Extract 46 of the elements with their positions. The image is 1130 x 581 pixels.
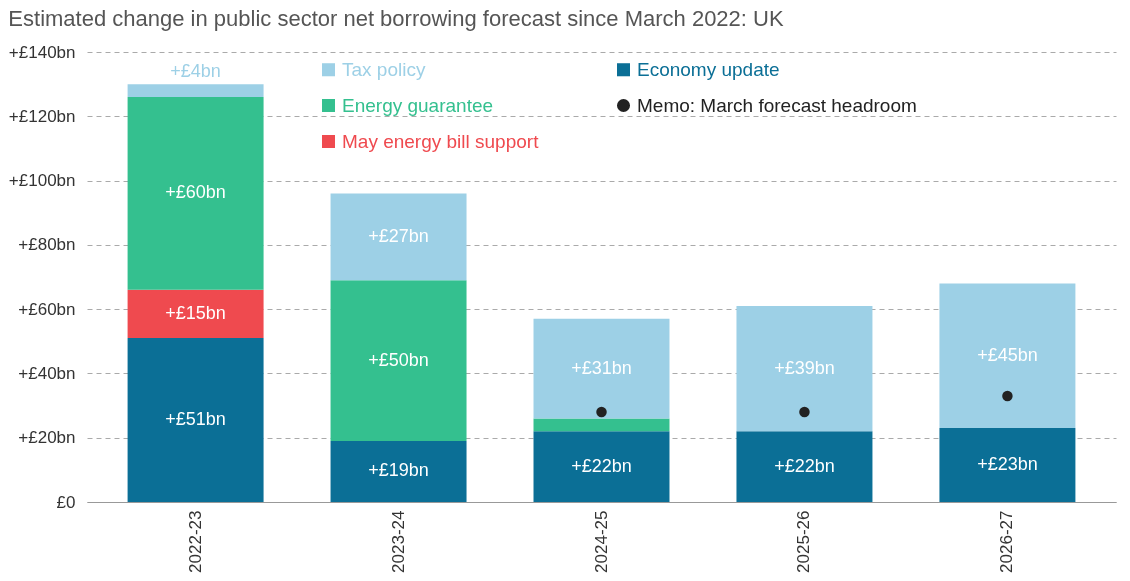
y-tick-label: +£40bn	[18, 363, 76, 383]
legend-label: May energy bill support	[342, 130, 540, 152]
bar	[330, 193, 467, 281]
y-tick-label: +£60bn	[18, 299, 76, 319]
y-tick-label: £0	[56, 492, 76, 512]
data-label: +£39bn	[774, 357, 835, 378]
data-label: +£50bn	[368, 349, 429, 370]
data-label: +£15bn	[165, 302, 226, 323]
x-tick-label: 2022-23	[185, 510, 205, 573]
bar	[127, 338, 264, 502]
x-tick-label: 2026-27	[997, 510, 1017, 573]
bar	[533, 431, 670, 502]
data-label: +£19bn	[368, 460, 429, 481]
y-tick-label: +£20bn	[18, 428, 76, 448]
bar	[939, 283, 1076, 429]
bar	[533, 318, 670, 419]
bar	[736, 431, 873, 502]
legend-label: Tax policy	[342, 58, 426, 80]
legend-label: Economy update	[637, 58, 780, 80]
bar	[939, 428, 1076, 502]
legend-label: Energy guarantee	[342, 94, 494, 116]
y-tick-label: +£100bn	[8, 171, 76, 191]
chart-title: Estimated change in public sector net borrowing forecast since March 2022: UK	[8, 6, 784, 31]
bar	[533, 418, 670, 432]
data-label: +£22bn	[774, 455, 835, 476]
bar	[127, 289, 264, 339]
data-label: +£4bn	[170, 61, 221, 82]
x-tick-label: 2025-26	[794, 510, 814, 573]
data-label: +£31bn	[571, 357, 632, 378]
legend-label: Memo: March forecast headroom	[637, 94, 917, 116]
data-label: +£45bn	[977, 344, 1038, 365]
bar	[330, 440, 467, 502]
bar	[127, 84, 264, 97]
y-tick-label: +£80bn	[18, 235, 76, 255]
x-tick-label: 2024-25	[591, 510, 611, 573]
y-tick-label: +£120bn	[8, 106, 76, 126]
data-label: +£51bn	[165, 409, 226, 430]
bar	[127, 97, 264, 290]
bar	[736, 305, 873, 432]
data-label: +£22bn	[571, 455, 632, 476]
data-label: +£60bn	[165, 182, 226, 203]
x-tick-label: 2023-24	[388, 510, 408, 573]
bar	[330, 280, 467, 441]
data-label: +£23bn	[977, 454, 1038, 475]
data-label: +£27bn	[368, 225, 429, 246]
y-tick-label: +£140bn	[8, 42, 76, 62]
